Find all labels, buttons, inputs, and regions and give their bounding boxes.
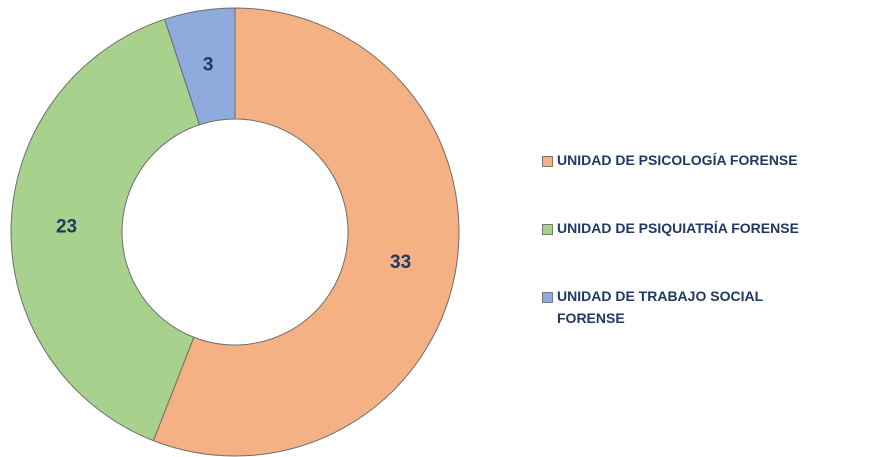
legend-swatch	[542, 224, 553, 235]
legend-swatch	[542, 156, 553, 167]
donut-segment	[152, 7, 460, 457]
legend-swatch	[542, 292, 553, 303]
legend-label: UNIDAD DE PSICOLOGÍA FORENSE	[557, 152, 798, 168]
legend-item: UNIDAD DE PSIQUIATRÍA FORENSE	[542, 220, 842, 239]
data-label: 3	[203, 55, 214, 76]
legend-label: UNIDAD DE TRABAJO SOCIAL FORENSE	[557, 288, 763, 326]
donut-segment	[164, 7, 236, 126]
data-label: 33	[390, 252, 411, 273]
legend-label: UNIDAD DE PSIQUIATRÍA FORENSE	[557, 220, 799, 236]
data-label: 23	[56, 217, 77, 238]
legend-item: UNIDAD DE PSICOLOGÍA FORENSE	[542, 152, 842, 171]
donut-segment	[10, 18, 201, 442]
legend-item: UNIDAD DE TRABAJO SOCIAL FORENSE	[542, 288, 842, 329]
